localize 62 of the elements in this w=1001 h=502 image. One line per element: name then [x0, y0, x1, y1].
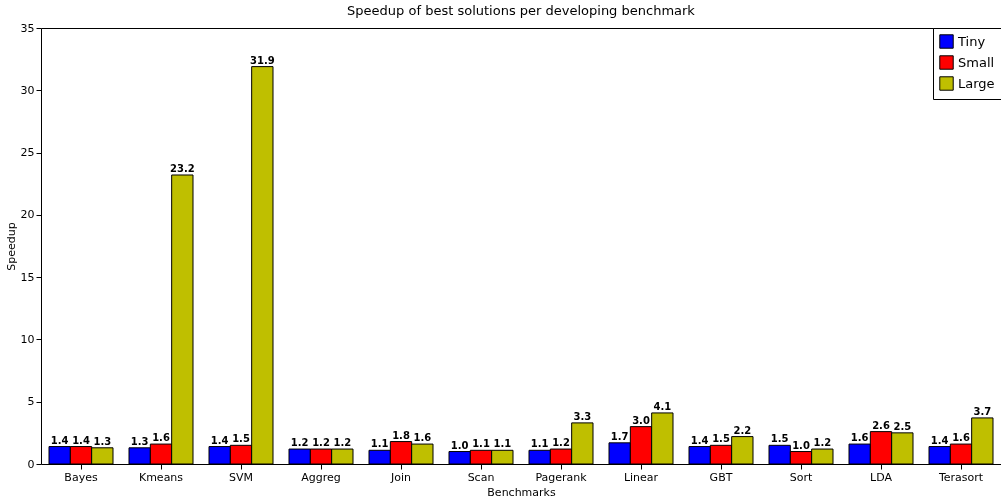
data-label: 1.1 — [530, 438, 549, 450]
legend-label: Small — [958, 54, 995, 70]
data-label: 1.4 — [50, 434, 69, 446]
y-tick-label: 20 — [20, 208, 35, 222]
x-tick-label: Join — [389, 470, 412, 484]
legend-label: Tiny — [957, 33, 986, 49]
data-label: 1.1 — [370, 438, 389, 450]
legend-label: Large — [958, 75, 995, 91]
data-label: 31.9 — [249, 54, 275, 66]
data-label: 1.5 — [770, 433, 789, 445]
data-label: 1.4 — [690, 434, 709, 446]
data-label: 1.7 — [610, 430, 629, 442]
data-label: 1.6 — [152, 432, 170, 444]
x-tick-label: GBT — [709, 470, 733, 484]
x-tick-label: Bayes — [64, 470, 98, 484]
data-label: 3.3 — [573, 410, 592, 422]
data-label: 1.2 — [333, 437, 352, 449]
data-label: 1.5 — [712, 433, 730, 445]
y-tick-label: 15 — [20, 270, 35, 284]
data-label: 1.1 — [472, 438, 490, 450]
data-label: 1.6 — [850, 432, 869, 444]
y-tick-label: 30 — [20, 83, 35, 97]
x-axis-title: Benchmarks — [487, 485, 556, 499]
data-label: 1.4 — [72, 434, 90, 446]
y-tick-label: 0 — [27, 457, 35, 471]
data-label: 4.1 — [653, 400, 672, 412]
data-label: 23.2 — [169, 162, 195, 174]
data-label: 1.1 — [493, 438, 512, 450]
data-label: 1.6 — [952, 432, 970, 444]
x-tick-label: Sort — [789, 470, 813, 484]
x-tick-label: Terasort — [937, 470, 984, 484]
data-label: 1.8 — [392, 429, 410, 441]
x-tick-label: Kmeans — [138, 470, 184, 484]
x-tick-label: Scan — [467, 470, 495, 484]
data-label: 1.4 — [930, 434, 949, 446]
data-label: 1.2 — [312, 437, 330, 449]
x-tick-label: Pagerank — [535, 470, 588, 484]
y-tick-label: 5 — [27, 395, 35, 409]
data-label: 1.3 — [93, 435, 112, 447]
data-label: 1.0 — [792, 439, 810, 451]
data-label: 3.0 — [632, 414, 650, 426]
chart-title: Speedup of best solutions per developing benchmark — [347, 3, 696, 18]
data-label: 1.6 — [413, 432, 432, 444]
data-label: 1.2 — [813, 437, 832, 449]
x-tick-label: SVM — [229, 470, 253, 484]
y-tick-label: 35 — [20, 21, 35, 35]
data-label: 1.0 — [450, 439, 469, 451]
data-label: 1.3 — [130, 435, 149, 447]
x-tick-label: Aggreg — [301, 470, 341, 484]
data-label: 1.5 — [232, 433, 250, 445]
x-tick-label: Linear — [623, 470, 659, 484]
data-label: 1.4 — [210, 434, 229, 446]
y-tick-label: 10 — [20, 332, 35, 346]
data-label: 2.6 — [872, 419, 890, 431]
x-tick-label: LDA — [870, 470, 893, 484]
data-label: 2.2 — [733, 424, 752, 436]
data-label: 3.7 — [973, 405, 992, 417]
y-tick-label: 25 — [20, 146, 35, 160]
data-label: 1.2 — [552, 437, 570, 449]
y-axis-title: Speedup — [4, 222, 18, 271]
data-label: 2.5 — [893, 420, 912, 432]
data-label: 1.2 — [290, 437, 309, 449]
